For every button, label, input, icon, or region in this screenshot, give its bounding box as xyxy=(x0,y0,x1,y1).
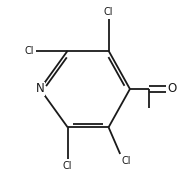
Text: Cl: Cl xyxy=(104,7,113,17)
Text: Cl: Cl xyxy=(63,161,72,171)
Text: Cl: Cl xyxy=(24,46,34,56)
Text: N: N xyxy=(36,82,44,96)
Text: Cl: Cl xyxy=(122,156,131,166)
Text: O: O xyxy=(167,82,177,96)
